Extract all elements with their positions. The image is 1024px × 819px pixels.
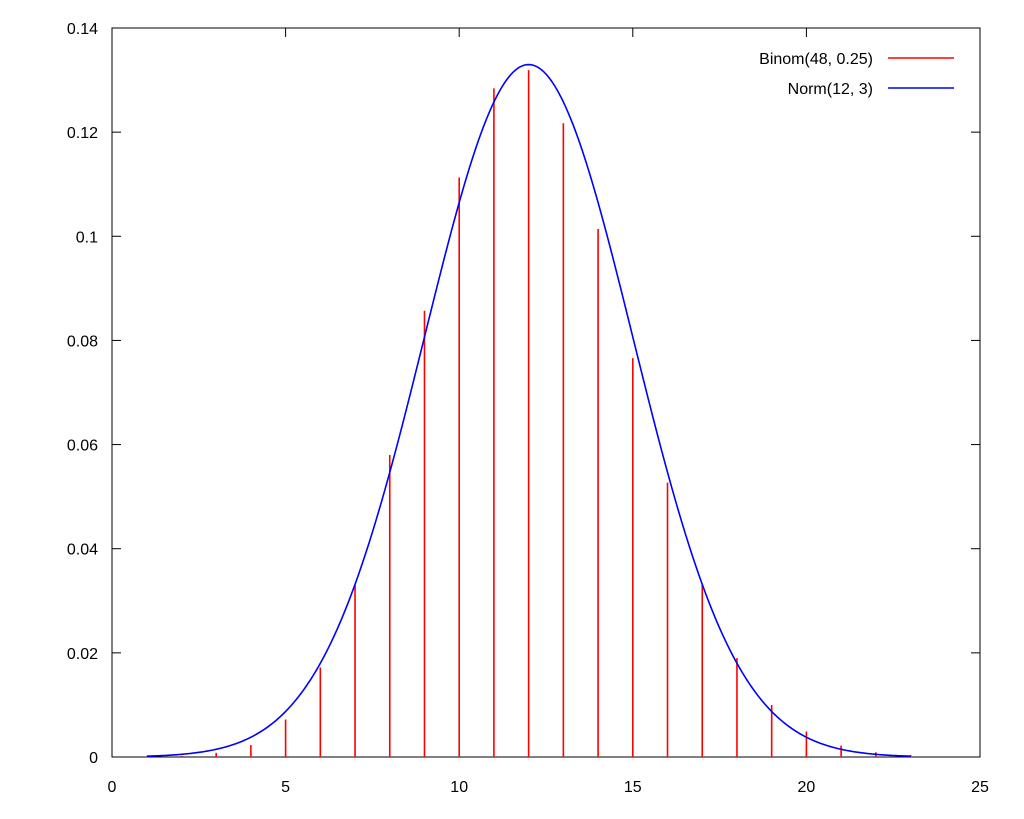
binom-impulses bbox=[145, 70, 912, 757]
legend-label-binom: Binom(48, 0.25) bbox=[759, 51, 873, 68]
y-tick-label: 0.02 bbox=[67, 646, 98, 663]
y-tick-label: 0.1 bbox=[76, 229, 98, 246]
x-tick-label: 20 bbox=[798, 779, 816, 796]
legend: Binom(48, 0.25) Norm(12, 3) bbox=[759, 51, 954, 98]
y-tick-label: 0.06 bbox=[67, 438, 98, 455]
x-tick-labels: 0 5 10 15 20 25 bbox=[108, 779, 989, 796]
x-tick-label: 5 bbox=[281, 779, 290, 796]
y-tick-labels: 0 0.02 0.04 0.06 0.08 0.1 0.12 0.14 bbox=[67, 21, 98, 767]
legend-label-norm: Norm(12, 3) bbox=[788, 81, 873, 98]
y-tick-label: 0.14 bbox=[67, 21, 98, 38]
y-tick-label: 0.08 bbox=[67, 333, 98, 350]
x-tick-label: 25 bbox=[971, 779, 989, 796]
y-tick-label: 0.12 bbox=[67, 125, 98, 142]
y-tick-label: 0.04 bbox=[67, 542, 98, 559]
x-tick-label: 0 bbox=[108, 779, 117, 796]
y-tick-label: 0 bbox=[89, 750, 98, 767]
norm-curve bbox=[146, 63, 911, 757]
x-tick-label: 10 bbox=[450, 779, 468, 796]
x-tick-label: 15 bbox=[624, 779, 642, 796]
plot-frame bbox=[111, 27, 981, 758]
axis-ticks bbox=[112, 28, 980, 757]
